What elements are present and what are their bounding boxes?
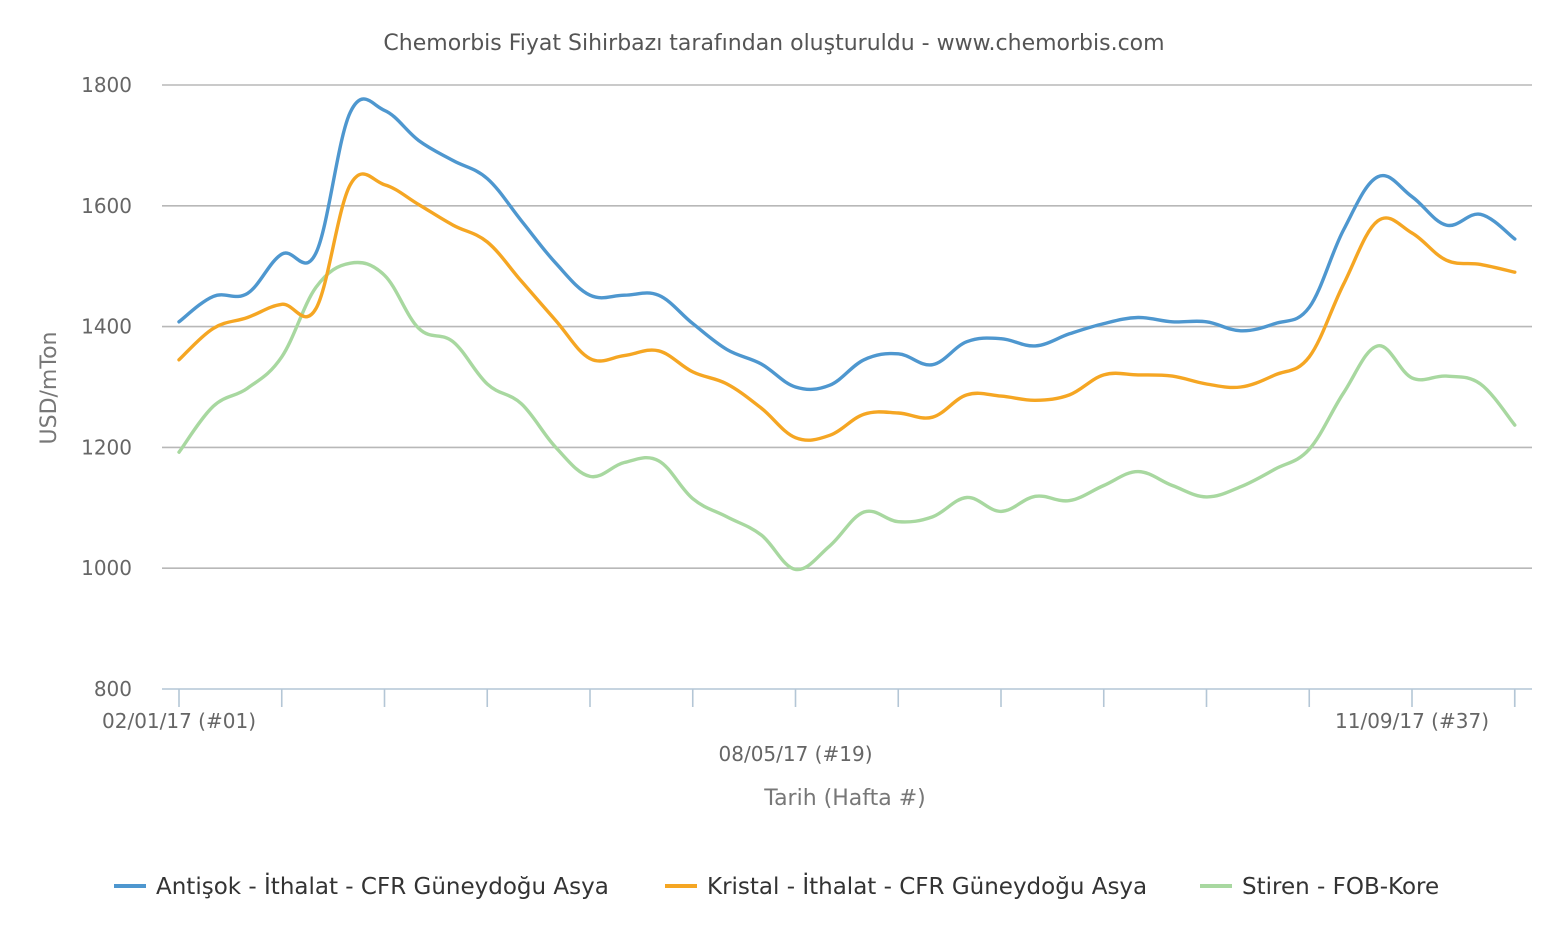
legend-item-1[interactable]: Antişok - İthalat - CFR Güneydoğu Asya [114,872,609,900]
series-line-1 [177,97,1517,392]
x-tick-label-19: 08/05/17 (#19) [719,742,873,766]
y-axis-ticks: 800 1000 1200 1400 1600 1800 [81,73,132,701]
series-line-3 [177,260,1517,572]
chart-title: Chemorbis Fiyat Sihirbazı tarafından olu… [383,31,1164,56]
legend-item-2[interactable]: Kristal - İthalat - CFR Güneydoğu Asya [665,872,1147,900]
x-axis: 02/01/17 (#01) 08/05/17 (#19) 11/09/17 (#3… [102,688,1532,766]
x-axis-label: Tarih (Hafta #) [763,786,925,811]
legend-item-3[interactable]: Stiren - FOB-Kore [1200,874,1439,900]
x-tick-label-1: 02/01/17 (#01) [102,709,256,733]
y-tick-label-1000: 1000 [81,556,132,580]
series-lines [177,97,1517,572]
y-tick-label-1600: 1600 [81,194,132,218]
series-line-2 [177,172,1517,442]
y-tick-label-1200: 1200 [81,435,132,459]
y-axis-label: USD/mTon [37,332,62,445]
gridlines [162,84,1532,570]
y-tick-label-800: 800 [94,677,132,701]
legend-label-3: Stiren - FOB-Kore [1242,874,1439,900]
y-tick-label-1400: 1400 [81,315,132,339]
legend: Antişok - İthalat - CFR Güneydoğu Asya Kr… [114,872,1439,900]
y-tick-label-1800: 1800 [81,73,132,97]
legend-label-1: Antişok - İthalat - CFR Güneydoğu Asya [156,872,609,900]
legend-label-2: Kristal - İthalat - CFR Güneydoğu Asya [707,872,1147,900]
x-tick-label-37: 11/09/17 (#37) [1335,709,1489,733]
